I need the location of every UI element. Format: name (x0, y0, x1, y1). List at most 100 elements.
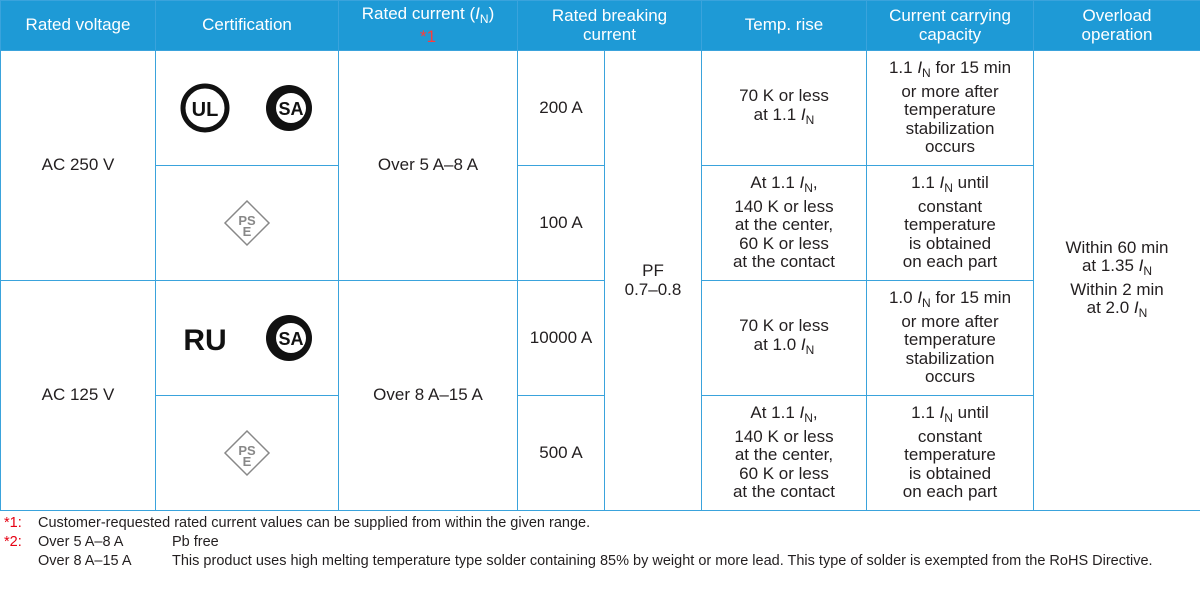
temp-rise-cell: 70 K or less at 1.1 IN (701, 50, 867, 166)
breaking-cell: 200 A (517, 50, 605, 166)
text: Within 60 min (1065, 237, 1169, 257)
temp-rise-cell: At 1.1 IN, 140 K or less at the center, 60 … (701, 165, 867, 281)
text: at the contact (732, 252, 836, 272)
temp-rise-cell: 70 K or less at 1.0 IN (701, 280, 867, 396)
text: on each part (902, 482, 998, 502)
text: 100 A (539, 212, 583, 232)
text: *2: (4, 534, 22, 550)
breaking-cell: 10000 A (517, 280, 605, 396)
text: 140 K or less (734, 426, 834, 446)
logo-csa: SA (266, 315, 312, 361)
text: I (475, 3, 480, 23)
footnote: *2: Over 5 A–8 A Pb free (4, 533, 1196, 552)
text: I (799, 403, 805, 423)
text: 10000 A (529, 327, 593, 347)
text: 1.1 (911, 403, 940, 423)
logo-text: E (243, 454, 252, 469)
text: at 1.0 (753, 334, 801, 354)
logos: RU SA (156, 310, 338, 366)
capacity-cell: 1.1 IN for 15 min or more after temperatur… (866, 50, 1034, 166)
logos: PS E (156, 425, 338, 481)
text: constant (917, 426, 983, 446)
header-cell: Temp. rise (701, 0, 867, 51)
text: Rated breaking (551, 6, 668, 25)
text: N (1138, 306, 1148, 320)
header-cell: Overload operation (1033, 0, 1200, 51)
capacity-cell: 1.1 IN until constant temperature is obtain… (866, 165, 1034, 281)
text: temperature (904, 445, 996, 465)
text: or more after (901, 81, 999, 101)
text: 1.1 (888, 58, 918, 78)
capacity-cell: 1.1 IN until constant temperature is obtain… (866, 395, 1034, 511)
rated-current-cell: Over 5 A–8 A (338, 50, 518, 281)
text: I (939, 403, 945, 423)
header-cell: Certification (155, 0, 339, 51)
text: N (479, 11, 489, 26)
text: Rated voltage (25, 15, 131, 35)
text: I (800, 104, 806, 124)
table-row: AC 125 V RU SA Over 8 A–15 A 10000 A 70 K or … (0, 280, 1200, 511)
logo-text: SA (278, 329, 303, 349)
shape (177, 326, 233, 352)
footnote-mark: *2: (4, 533, 38, 552)
logo-ul: UL (180, 83, 230, 133)
capacity-cell: 1.0 IN for 15 min or more after temperatur… (866, 280, 1034, 396)
text: N (944, 411, 953, 426)
text: *1 (419, 27, 437, 46)
header-cell: Rated breaking current (517, 0, 702, 51)
text: Pb free (172, 534, 219, 550)
text: N (944, 181, 953, 196)
voltage-cell: AC 125 V (0, 280, 156, 511)
text: Overload (1082, 6, 1152, 25)
text: At 1.1 (750, 173, 800, 193)
text: temperature (904, 330, 996, 350)
logo-pse: PSE (223, 199, 271, 247)
text: I (1138, 256, 1144, 275)
header-row: Rated voltage Certification Rated current … (0, 0, 1200, 51)
text: 1.1 (911, 173, 940, 193)
text: 500 A (539, 442, 583, 462)
text: current (583, 24, 636, 44)
text: at 1.1 (753, 104, 801, 124)
footnote-mark (4, 552, 38, 571)
text: at the center, (734, 215, 834, 235)
text: *1: (4, 515, 22, 531)
power-factor-cell: PF 0.7–0.8 (604, 50, 702, 511)
text: Temp. rise (744, 15, 824, 35)
text: I (1133, 298, 1139, 317)
text: occurs (924, 137, 976, 157)
certification-cell: PS E (155, 165, 339, 281)
logo-text: UL (192, 99, 219, 121)
table-body: AC 250 V UL SA Over 5 A–8 A 200 A PF 0.7–0.8 70… (0, 50, 1200, 511)
logos: PS E (156, 195, 338, 251)
text: operation (1081, 24, 1153, 44)
spec-table: Rated voltage Certification Rated current … (0, 0, 1200, 511)
text: 70 K or less (739, 316, 829, 335)
footnote-mark: *1: (4, 514, 38, 533)
text: PF (642, 261, 664, 280)
text: N (804, 411, 813, 426)
text: for 15 min (930, 58, 1012, 78)
shape (223, 429, 271, 477)
footnotes: *1: Customer-requested rated current valu… (4, 514, 1196, 571)
text: until (952, 173, 989, 193)
overload-cell: Within 60 min at 1.35 IN Within 2 min at 2.… (1033, 50, 1200, 511)
certification-cell: UL SA (155, 50, 339, 166)
table-row: PS E 100 A At 1.1 IN, 140 K or less at the ce… (1, 165, 1200, 281)
text: Customer-requested rated current values … (38, 515, 591, 531)
logo-csa: SA (266, 85, 312, 131)
text: N (922, 66, 931, 81)
text: N (805, 342, 815, 357)
text: at 2.0 (1086, 298, 1134, 317)
text: ) (488, 3, 495, 23)
shape (223, 199, 271, 247)
footnote-label: Over 5 A–8 A (38, 533, 172, 552)
text: This product uses high melting temperatu… (172, 553, 1153, 569)
text: 60 K or less (739, 233, 829, 253)
text: Over 8 A–15 A (373, 385, 483, 405)
text: N (805, 112, 815, 127)
footnote-text: This product uses high melting temperatu… (172, 552, 1196, 571)
certification-cell: RU SA (155, 280, 339, 396)
breaking-cell: 100 A (517, 165, 605, 281)
